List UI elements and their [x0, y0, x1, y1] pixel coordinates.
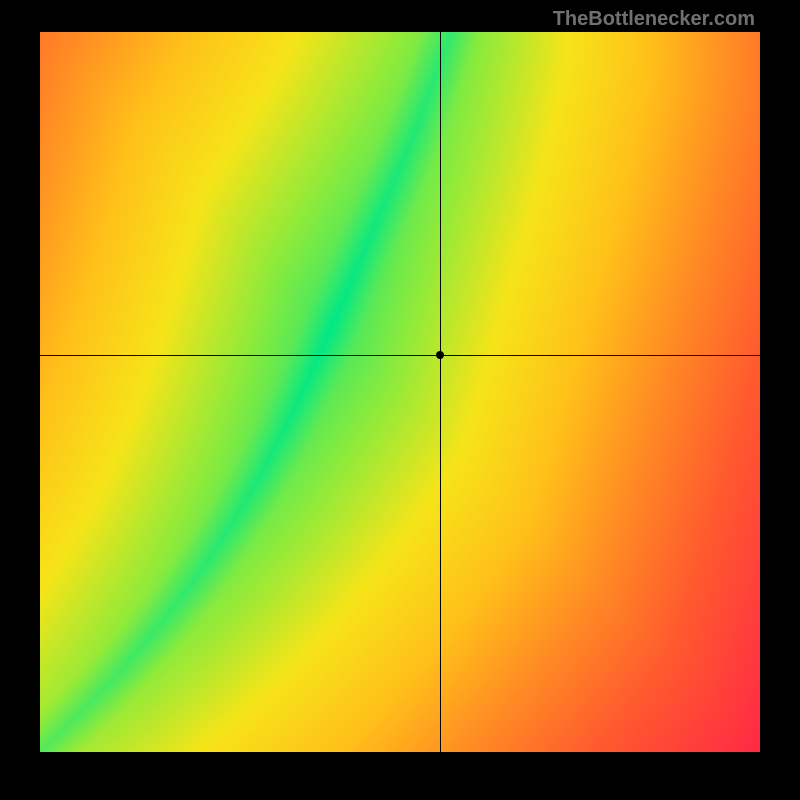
plot-area: [40, 32, 760, 752]
heatmap-canvas: [40, 32, 760, 752]
crosshair-vertical: [440, 32, 441, 752]
watermark-text: TheBottlenecker.com: [553, 8, 755, 31]
crosshair-marker-dot: [436, 351, 444, 359]
crosshair-horizontal: [40, 355, 760, 356]
